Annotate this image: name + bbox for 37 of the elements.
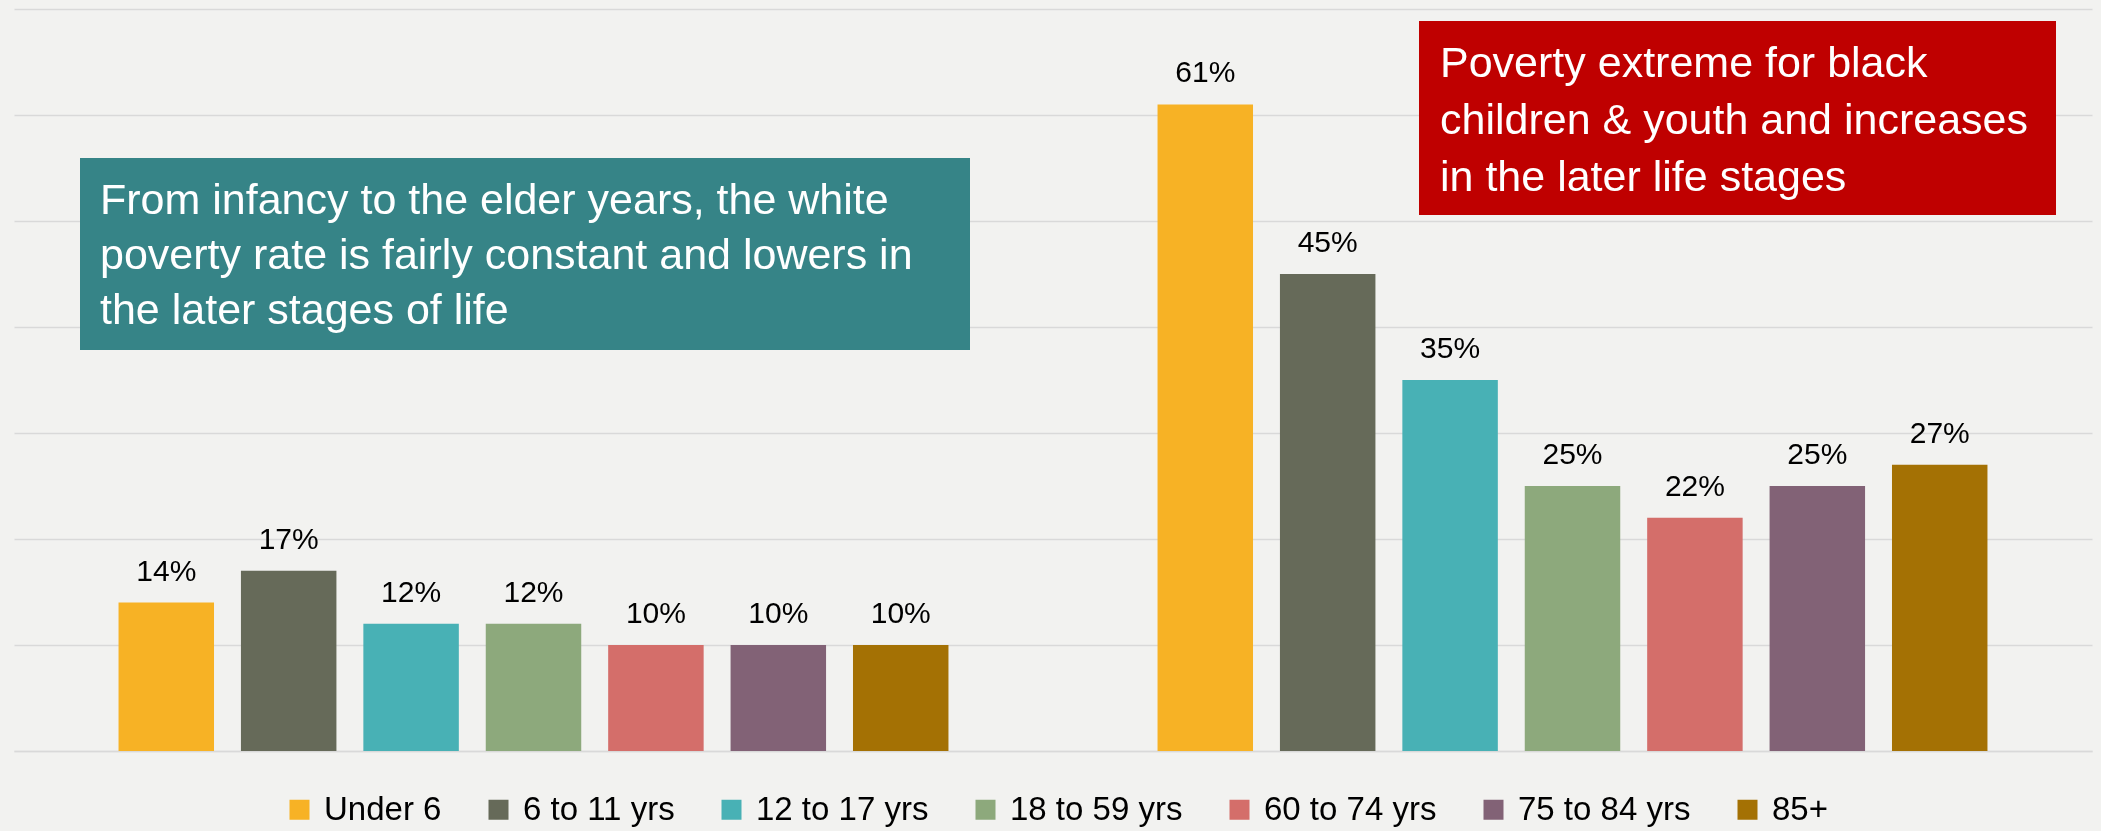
data-label: 10% [625,596,686,629]
data-label: 25% [1542,437,1603,470]
data-label: 12% [381,574,442,608]
bar [1157,104,1254,751]
data-label: 12% [503,574,564,608]
bar [1769,486,1866,751]
legend-label: 6 to 11 yrs [523,789,675,827]
bar [363,623,459,751]
bar [1402,380,1498,751]
legend-label: 60 to 74 yrs [1264,789,1437,827]
bar [1891,464,1988,751]
bar [485,623,582,751]
bar [1279,274,1376,751]
data-label: 27% [1909,415,1970,449]
data-label: 17% [258,521,319,555]
data-label: 10% [748,596,809,629]
data-label: 25% [1787,437,1848,470]
bar [1524,486,1621,751]
bar [608,645,704,751]
bar [118,602,215,751]
bar [1647,517,1743,751]
legend-label: 12 to 17 yrs [756,789,929,827]
legend-label: Under 6 [324,789,442,827]
legend-label: 18 to 59 yrs [1010,789,1183,827]
legend-label: 85+ [1772,789,1828,827]
bar [240,570,337,751]
data-label: 22% [1664,468,1725,502]
bar [852,645,949,751]
bar [730,645,827,751]
data-label: 45% [1297,225,1358,258]
data-label: 35% [1420,331,1481,364]
annotation: From infancy to the elder years, the white poverty rate is fairly constant and lowers in the later stages of life [100,175,913,333]
data-label: 10% [870,596,931,629]
legend-label: 75 to 84 yrs [1518,789,1691,827]
data-label: 61% [1175,55,1236,89]
data-label: 14% [136,553,197,587]
annotation: Poverty extreme for black children & youth and increases in the later life stages [1440,38,2029,200]
